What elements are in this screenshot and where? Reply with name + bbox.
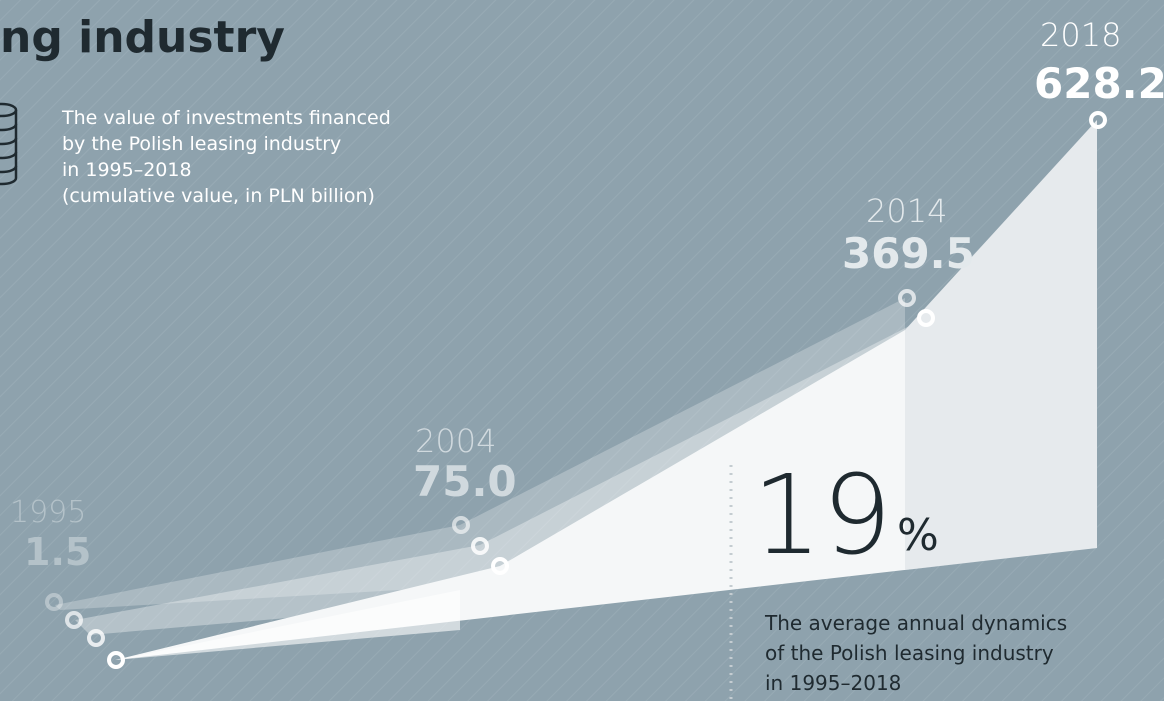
caption-line: of the Polish leasing industry <box>765 641 1054 665</box>
year-label: 2004 <box>415 422 496 460</box>
growth-shapes <box>55 120 1097 660</box>
value-label: 369.5 <box>842 229 975 278</box>
year-label: 2014 <box>866 192 947 230</box>
description-line: The value of investments financed <box>61 107 391 129</box>
right-column <box>905 120 1097 570</box>
description-line: in 1995–2018 <box>62 159 192 181</box>
title: ng industry <box>0 12 285 63</box>
front-left <box>115 590 460 660</box>
stat-caption: The average annual dynamics of the Polis… <box>764 611 1067 695</box>
year-label: 2018 <box>1040 16 1121 54</box>
stat-value: 19 <box>752 451 892 579</box>
stat-unit: % <box>897 510 939 561</box>
point-rings <box>45 111 1107 669</box>
caption-line: in 1995–2018 <box>765 671 901 695</box>
description-line: by the Polish leasing industry <box>62 133 341 155</box>
description: The value of investments financed by the… <box>61 107 391 207</box>
value-label: 1.5 <box>24 530 91 574</box>
front-layer <box>115 330 1097 660</box>
coin-icon <box>0 102 18 186</box>
value-label: 75.0 <box>413 457 517 506</box>
year-label: 1995 <box>10 495 86 530</box>
value-label: 628.2 <box>1034 59 1164 108</box>
caption-line: The average annual dynamics <box>764 611 1067 635</box>
description-line: (cumulative value, in PLN billion) <box>62 185 375 207</box>
